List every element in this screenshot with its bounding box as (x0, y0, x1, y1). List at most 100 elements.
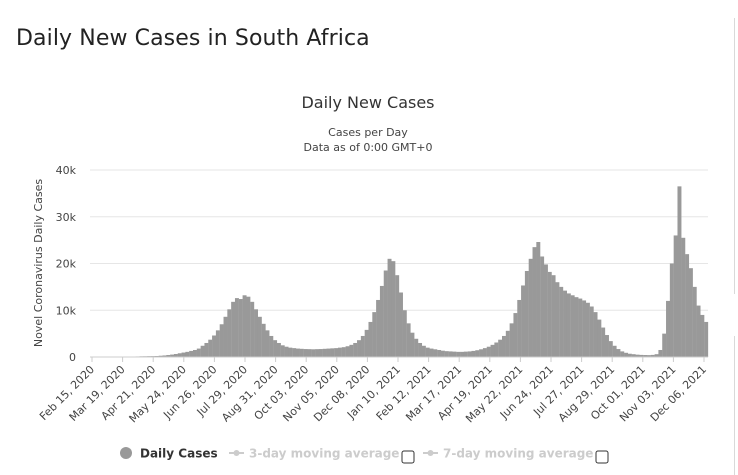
bar[interactable] (532, 247, 537, 357)
bar[interactable] (585, 302, 590, 357)
bar[interactable] (170, 354, 175, 357)
bar[interactable] (193, 349, 197, 357)
bar[interactable] (246, 296, 251, 357)
bar[interactable] (349, 344, 354, 357)
bar[interactable] (570, 295, 575, 357)
bar[interactable] (654, 354, 659, 357)
bar[interactable] (269, 335, 274, 357)
bar[interactable] (353, 342, 358, 357)
bar[interactable] (589, 306, 594, 357)
bar[interactable] (673, 235, 678, 357)
bar[interactable] (540, 256, 545, 357)
bar[interactable] (425, 347, 430, 357)
bar[interactable] (696, 305, 701, 357)
bar[interactable] (646, 355, 651, 357)
bar[interactable] (276, 342, 281, 357)
bar[interactable] (681, 237, 686, 357)
bar[interactable] (200, 345, 205, 357)
bar[interactable] (700, 314, 705, 357)
bar[interactable] (387, 258, 392, 357)
bar[interactable] (494, 342, 499, 357)
bar[interactable] (250, 301, 255, 357)
bar[interactable] (528, 258, 533, 357)
bar[interactable] (486, 346, 491, 357)
bar[interactable] (372, 312, 377, 357)
bar[interactable] (414, 338, 419, 357)
bar[interactable] (593, 312, 598, 357)
bar[interactable] (543, 264, 548, 357)
bar[interactable] (326, 348, 331, 357)
bar[interactable] (582, 300, 587, 357)
legend-item-7-day-moving-average[interactable]: 7-day moving average (423, 447, 593, 461)
bar[interactable] (204, 342, 209, 357)
bar[interactable] (219, 324, 224, 357)
bar[interactable] (456, 351, 461, 357)
bar[interactable] (208, 339, 213, 357)
bar-series-daily-cases[interactable] (131, 186, 709, 358)
bar[interactable] (624, 352, 629, 357)
bar[interactable] (437, 349, 442, 357)
bar[interactable] (559, 286, 564, 358)
bar[interactable] (379, 285, 384, 357)
bar[interactable] (196, 348, 201, 357)
bar[interactable] (311, 349, 316, 357)
bar[interactable] (292, 348, 297, 357)
bar[interactable] (185, 351, 190, 357)
bar[interactable] (242, 295, 247, 357)
bar[interactable] (334, 348, 339, 357)
7-day-average-checkbox[interactable] (595, 450, 609, 464)
bar[interactable] (376, 299, 381, 357)
bar[interactable] (299, 348, 304, 357)
bar[interactable] (643, 355, 648, 357)
bar[interactable] (475, 350, 480, 357)
legend-item-daily-cases[interactable]: Daily Cases (120, 447, 218, 461)
bar[interactable] (318, 349, 323, 357)
bar[interactable] (685, 254, 690, 357)
bar[interactable] (662, 333, 667, 358)
bar[interactable] (315, 349, 320, 357)
bar[interactable] (158, 355, 163, 357)
bar[interactable] (444, 351, 449, 357)
bar[interactable] (440, 350, 445, 357)
bar[interactable] (452, 351, 457, 357)
bar[interactable] (265, 330, 270, 357)
bar[interactable] (688, 268, 693, 357)
bar[interactable] (418, 342, 423, 357)
bar[interactable] (578, 298, 583, 357)
bar[interactable] (448, 351, 453, 357)
bar[interactable] (357, 340, 361, 357)
bar[interactable] (280, 345, 285, 357)
bar[interactable] (238, 299, 243, 357)
bar[interactable] (181, 352, 186, 357)
bar[interactable] (502, 335, 506, 357)
bar[interactable] (345, 346, 350, 357)
bar[interactable] (410, 332, 415, 357)
bar[interactable] (273, 340, 278, 357)
bar[interactable] (330, 348, 335, 357)
bar[interactable] (524, 270, 529, 357)
bar[interactable] (482, 348, 487, 357)
bar[interactable] (616, 349, 621, 357)
bar[interactable] (666, 300, 670, 357)
bar[interactable] (490, 344, 495, 357)
bar[interactable] (505, 330, 510, 357)
bar[interactable] (574, 297, 579, 357)
bar[interactable] (368, 321, 373, 357)
bar[interactable] (395, 275, 400, 357)
bar[interactable] (669, 263, 674, 358)
bar[interactable] (189, 350, 194, 357)
bar[interactable] (620, 351, 625, 357)
bar[interactable] (677, 186, 682, 357)
bar[interactable] (513, 313, 518, 357)
bar[interactable] (322, 348, 327, 357)
bar[interactable] (223, 316, 228, 357)
bar[interactable] (257, 316, 262, 357)
bar[interactable] (261, 323, 266, 357)
bar[interactable] (639, 354, 644, 357)
bar[interactable] (692, 286, 697, 358)
bar[interactable] (303, 349, 308, 357)
bar[interactable] (555, 282, 560, 357)
bar[interactable] (254, 309, 258, 357)
bar[interactable] (566, 293, 571, 357)
bar[interactable] (227, 309, 232, 357)
